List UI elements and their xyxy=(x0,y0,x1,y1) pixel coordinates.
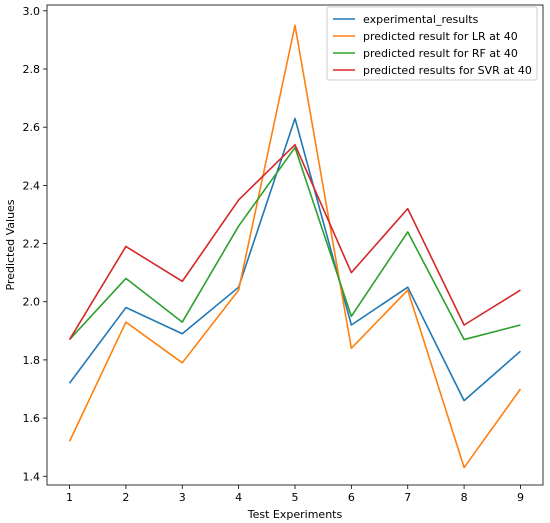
series-line-4 xyxy=(68,143,521,340)
series-line-1 xyxy=(68,117,521,402)
legend-entry: experimental_results xyxy=(363,13,479,26)
y-tick-label: 2.8 xyxy=(23,63,41,76)
series-line-3 xyxy=(68,146,521,341)
x-axis-label: Test Experiments xyxy=(247,508,343,521)
y-tick-label: 2.6 xyxy=(23,121,41,134)
x-tick-label: 3 xyxy=(179,491,186,504)
legend-entry: predicted result for LR at 40 xyxy=(363,30,518,43)
legend-entry: predicted results for SVR at 40 xyxy=(363,64,532,77)
series-line-2 xyxy=(68,24,522,469)
legend: experimental_results predicted result for… xyxy=(326,6,538,81)
y-tick-label: 1.8 xyxy=(23,354,41,367)
x-tick-label: 5 xyxy=(292,491,299,504)
plot-area xyxy=(46,4,544,486)
x-axis: 1 2 3 4 5 6 7 8 9 xyxy=(66,485,524,504)
y-axis-label: Predicted Values xyxy=(4,199,17,290)
y-tick-label: 2.4 xyxy=(23,179,41,192)
y-tick-label: 2.0 xyxy=(23,296,41,309)
x-tick-label: 4 xyxy=(235,491,242,504)
series-lines xyxy=(68,24,522,469)
x-tick-label: 2 xyxy=(122,491,129,504)
y-tick-label: 1.4 xyxy=(23,470,41,483)
x-tick-label: 6 xyxy=(348,491,355,504)
x-tick-label: 8 xyxy=(461,491,468,504)
y-tick-label: 1.6 xyxy=(23,412,41,425)
x-tick-label: 1 xyxy=(66,491,73,504)
legend-box xyxy=(326,6,538,81)
y-axis: 1.4 1.6 1.8 2.0 2.2 2.4 2.6 2.8 3.0 xyxy=(23,5,47,483)
x-tick-label: 9 xyxy=(517,491,524,504)
x-tick-label: 7 xyxy=(404,491,411,504)
y-tick-label: 2.2 xyxy=(23,238,41,251)
legend-entry: predicted result for RF at 40 xyxy=(363,47,518,60)
y-tick-label: 3.0 xyxy=(23,5,41,18)
